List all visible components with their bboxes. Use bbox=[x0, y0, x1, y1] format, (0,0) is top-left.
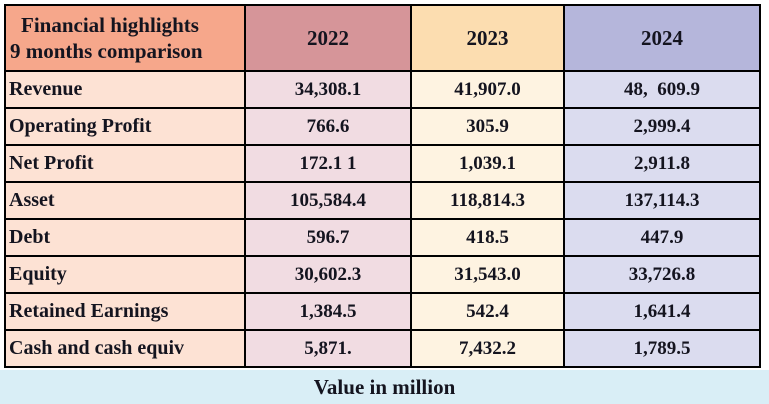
table-title: Financial highlights 9 months comparison bbox=[4, 4, 246, 72]
row-label: Equity bbox=[4, 255, 246, 294]
row-label: Operating Profit bbox=[4, 107, 246, 146]
row-label: Retained Earnings bbox=[4, 292, 246, 331]
cell-value: 305.9 bbox=[410, 107, 565, 146]
cell-value: 2,999.4 bbox=[563, 107, 761, 146]
cell-value: 31,543.0 bbox=[410, 255, 565, 294]
cell-value: 1,789.5 bbox=[563, 329, 761, 368]
row-label: Asset bbox=[4, 181, 246, 220]
table-row-operating-profit: Operating Profit 766.6 305.9 2,999.4 bbox=[4, 107, 761, 146]
table-row-cash: Cash and cash equiv 5,871. 7,432.2 1,789… bbox=[4, 329, 761, 368]
cell-value: 542.4 bbox=[410, 292, 565, 331]
cell-value: 447.9 bbox=[563, 218, 761, 257]
cell-value: 105,584.4 bbox=[244, 181, 412, 220]
cell-value: 1,641.4 bbox=[563, 292, 761, 331]
column-header-2023: 2023 bbox=[410, 4, 565, 72]
financial-highlights-table: Financial highlights 9 months comparison… bbox=[4, 4, 761, 368]
cell-value: 41,907.0 bbox=[410, 70, 565, 109]
cell-value: 7,432.2 bbox=[410, 329, 565, 368]
row-label: Revenue bbox=[4, 70, 246, 109]
cell-value: 34,308.1 bbox=[244, 70, 412, 109]
cell-value: 418.5 bbox=[410, 218, 565, 257]
cell-value: 137,114.3 bbox=[563, 181, 761, 220]
cell-value: 48, 609.9 bbox=[563, 70, 761, 109]
cell-value: 172.1 1 bbox=[244, 144, 412, 183]
table-row-asset: Asset 105,584.4 118,814.3 137,114.3 bbox=[4, 181, 761, 220]
cell-value: 30,602.3 bbox=[244, 255, 412, 294]
cell-value: 33,726.8 bbox=[563, 255, 761, 294]
table-row-equity: Equity 30,602.3 31,543.0 33,726.8 bbox=[4, 255, 761, 294]
cell-value: 766.6 bbox=[244, 107, 412, 146]
cell-value: 2,911.8 bbox=[563, 144, 761, 183]
cell-value: 1,384.5 bbox=[244, 292, 412, 331]
cell-value: 1,039.1 bbox=[410, 144, 565, 183]
value-unit-caption: Value in million bbox=[0, 370, 769, 404]
row-label: Cash and cash equiv bbox=[4, 329, 246, 368]
row-label: Net Profit bbox=[4, 144, 246, 183]
cell-value: 5,871. bbox=[244, 329, 412, 368]
column-header-2024: 2024 bbox=[563, 4, 761, 72]
table-title-line2: 9 months comparison bbox=[10, 39, 203, 63]
table-row-revenue: Revenue 34,308.1 41,907.0 48, 609.9 bbox=[4, 70, 761, 109]
table-row-debt: Debt 596.7 418.5 447.9 bbox=[4, 218, 761, 257]
row-label: Debt bbox=[4, 218, 246, 257]
table-row-retained-earnings: Retained Earnings 1,384.5 542.4 1,641.4 bbox=[4, 292, 761, 331]
cell-value: 118,814.3 bbox=[410, 181, 565, 220]
cell-value: 596.7 bbox=[244, 218, 412, 257]
table-title-line1: Financial highlights bbox=[21, 12, 199, 37]
table-row-net-profit: Net Profit 172.1 1 1,039.1 2,911.8 bbox=[4, 144, 761, 183]
column-header-2022: 2022 bbox=[244, 4, 412, 72]
header-row: Financial highlights 9 months comparison… bbox=[4, 4, 761, 72]
